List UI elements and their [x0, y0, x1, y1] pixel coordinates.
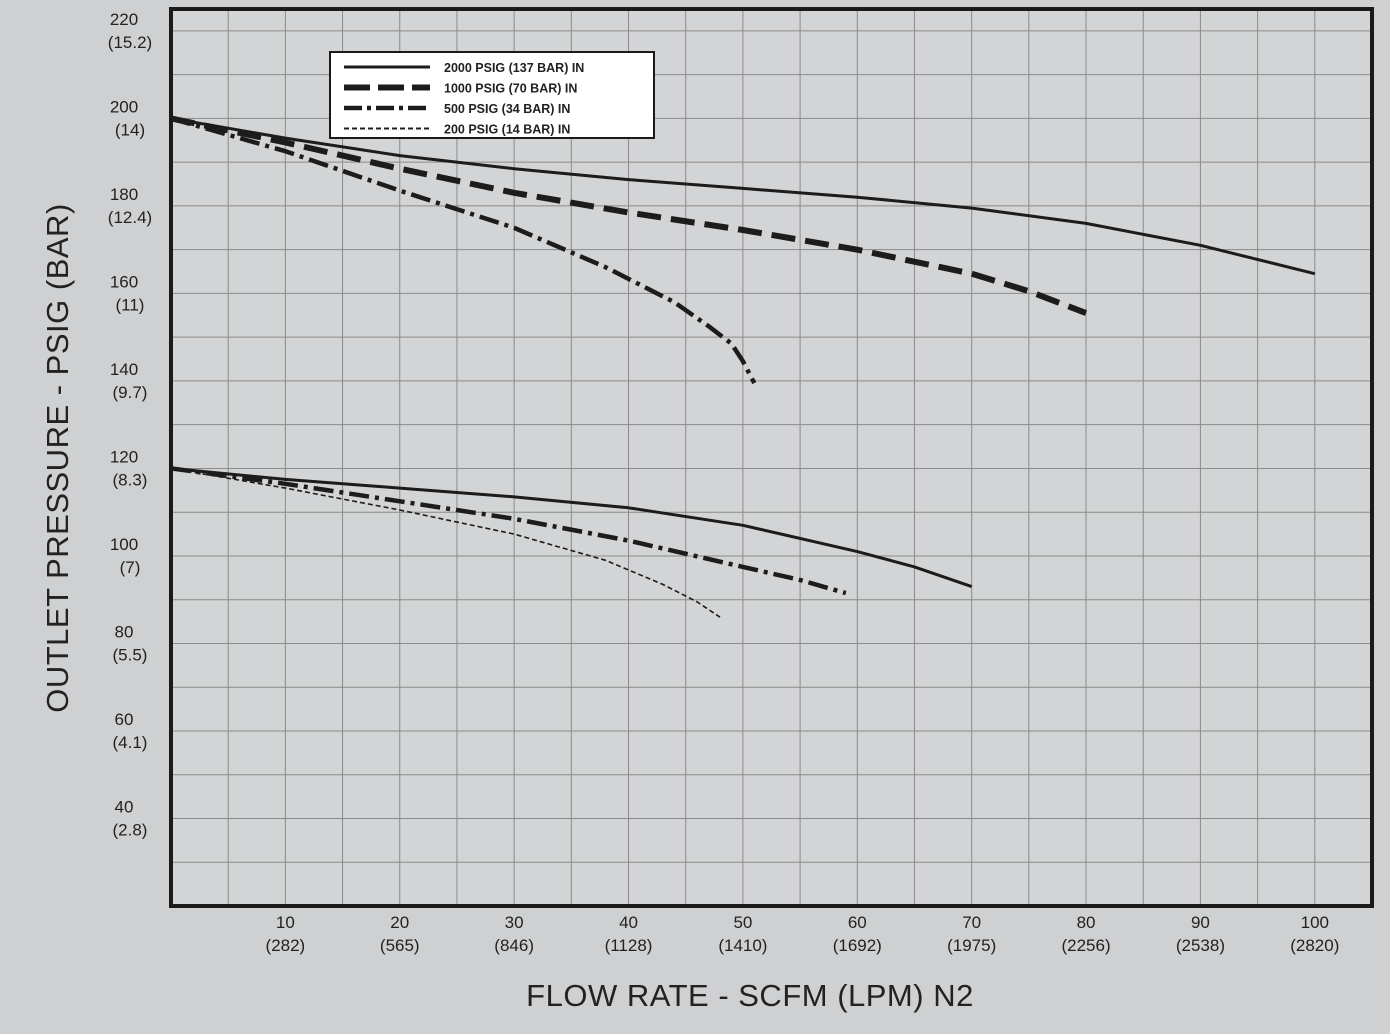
y-tick-sublabel: (15.2): [108, 33, 152, 52]
x-tick-sublabel: (1410): [718, 936, 767, 955]
x-tick-sublabel: (2256): [1061, 936, 1110, 955]
x-tick-sublabel: (846): [494, 936, 534, 955]
y-tick-sublabel: (11): [116, 295, 145, 314]
x-tick-label: 40: [619, 913, 638, 932]
x-tick-label: 100: [1301, 913, 1329, 932]
y-tick-label: 160: [110, 272, 138, 291]
y-tick-sublabel: (5.5): [113, 645, 148, 664]
legend-label: 200 PSIG (14 BAR) IN: [444, 123, 570, 137]
y-tick-label: 220: [110, 10, 138, 29]
y-tick-label: 180: [110, 185, 138, 204]
y-tick-sublabel: (7): [120, 558, 141, 577]
legend-label: 500 PSIG (34 BAR) IN: [444, 102, 570, 116]
x-tick-label: 90: [1191, 913, 1210, 932]
y-axis-title: OUTLET PRESSURE - PSIG (BAR): [40, 203, 75, 713]
legend-label: 1000 PSIG (70 BAR) IN: [444, 82, 577, 96]
x-tick-label: 50: [733, 913, 752, 932]
y-tick-label: 100: [110, 535, 138, 554]
x-tick-label: 20: [390, 913, 409, 932]
y-tick-label: 120: [110, 447, 138, 466]
x-tick-sublabel: (2820): [1290, 936, 1339, 955]
y-tick-sublabel: (14): [115, 120, 145, 139]
y-tick-sublabel: (12.4): [108, 208, 152, 227]
x-tick-label: 30: [505, 913, 524, 932]
y-tick-sublabel: (2.8): [113, 820, 148, 839]
x-tick-sublabel: (282): [266, 936, 306, 955]
y-tick-sublabel: (9.7): [113, 383, 148, 402]
x-tick-label: 70: [962, 913, 981, 932]
plot-area: [171, 9, 1372, 906]
y-tick-label: 40: [115, 797, 134, 816]
x-tick-label: 10: [276, 913, 295, 932]
y-tick-sublabel: (4.1): [113, 733, 148, 752]
y-tick-sublabel: (8.3): [113, 470, 148, 489]
x-tick-label: 60: [848, 913, 867, 932]
y-tick-label: 80: [115, 622, 134, 641]
x-tick-sublabel: (1692): [833, 936, 882, 955]
x-tick-sublabel: (565): [380, 936, 420, 955]
x-tick-sublabel: (1975): [947, 936, 996, 955]
y-tick-label: 60: [115, 710, 134, 729]
x-tick-label: 80: [1077, 913, 1096, 932]
x-tick-sublabel: (1128): [605, 936, 653, 955]
x-axis-title: FLOW RATE - SCFM (LPM) N2: [526, 978, 974, 1013]
x-tick-sublabel: (2538): [1176, 936, 1225, 955]
y-tick-label: 140: [110, 360, 138, 379]
y-tick-label: 200: [110, 97, 138, 116]
legend-label: 2000 PSIG (137 BAR) IN: [444, 61, 584, 75]
